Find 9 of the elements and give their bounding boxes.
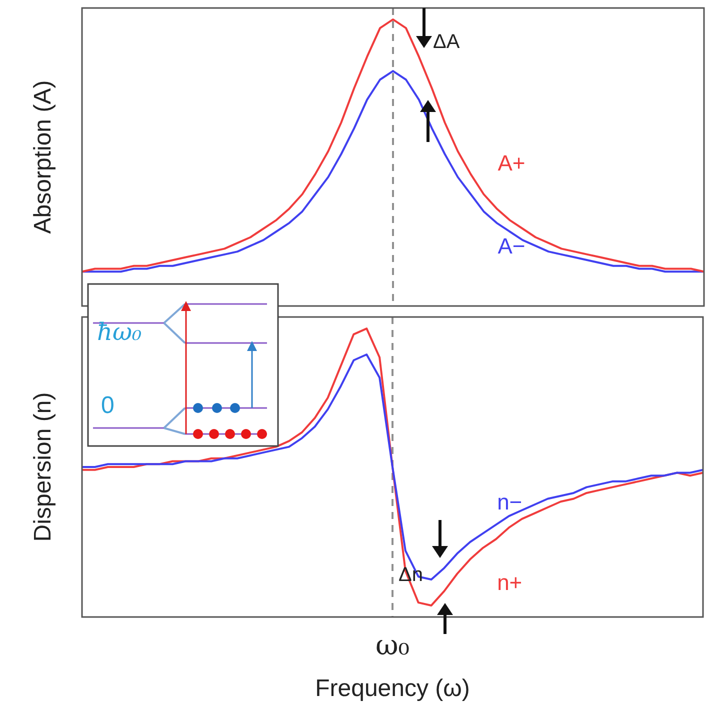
annotation: ΔA (433, 31, 460, 53)
y-axis-title: Dispersion (n) (30, 392, 57, 542)
y-axis-title: Absorption (A) (30, 80, 57, 234)
series-label: n+ (497, 570, 522, 595)
series-label: n− (497, 489, 522, 514)
text: ω₀ (375, 628, 410, 662)
x-axis-title: Frequency (ω) (315, 675, 470, 702)
series-label: A+ (498, 150, 526, 176)
series-label: A− (498, 233, 526, 258)
